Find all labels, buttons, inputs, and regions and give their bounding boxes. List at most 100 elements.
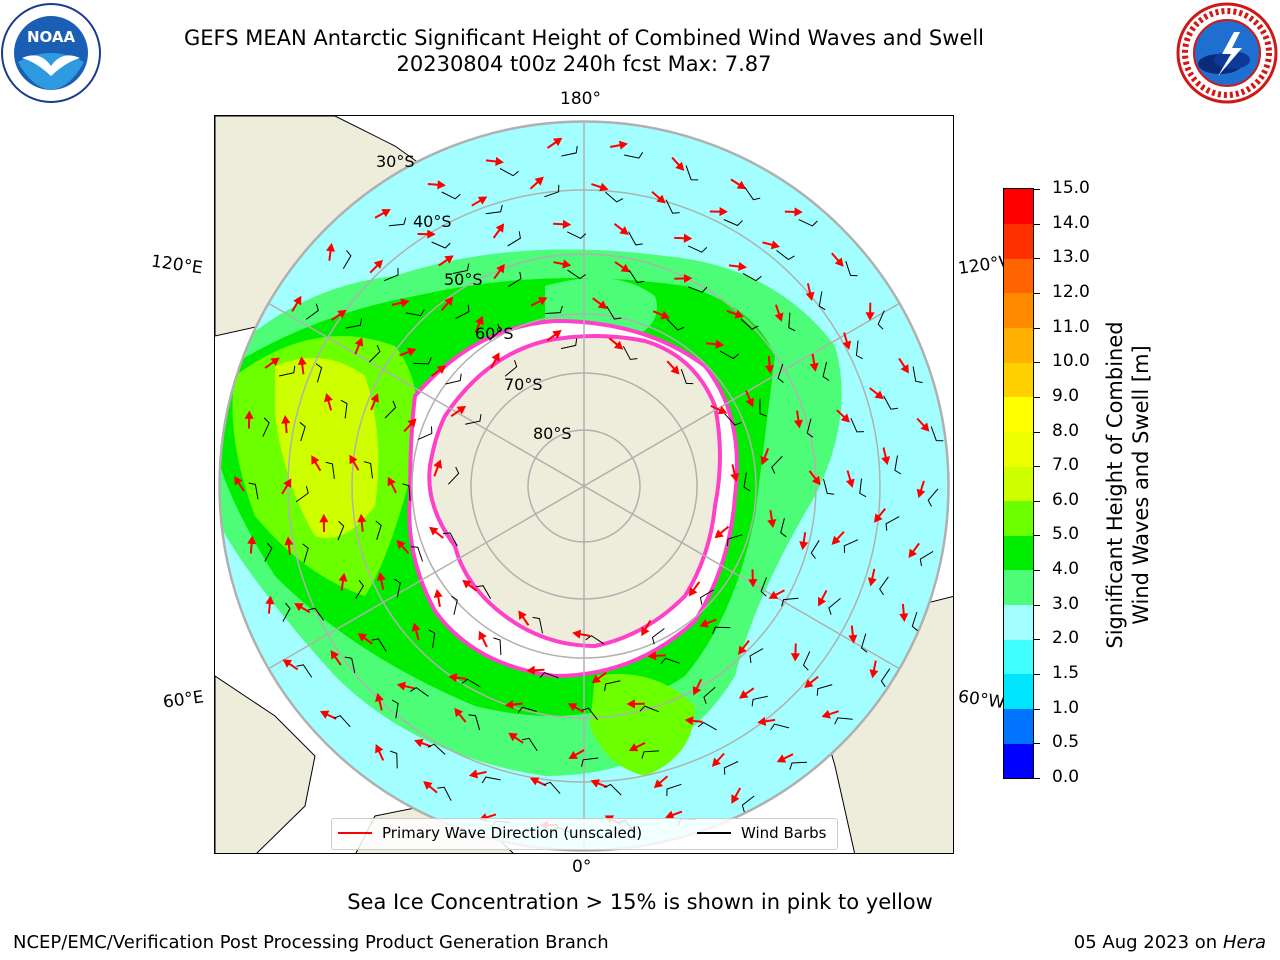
colorbar-tick: [1034, 743, 1040, 745]
lon-label-180: 180°: [560, 89, 601, 109]
wave-arrow-head: [647, 651, 657, 661]
wind-barb: [880, 668, 891, 688]
wave-arrow-head: [653, 779, 664, 789]
wind-barb: [777, 363, 784, 383]
wave-arrow-head: [804, 679, 814, 689]
wave-arrow-head: [831, 535, 841, 545]
wave-arrow-head: [534, 176, 544, 186]
wave-arrow-head: [745, 397, 754, 408]
wave-arrow-head: [357, 633, 368, 642]
colorbar-tick: [1034, 292, 1040, 294]
wave-arrow-head: [613, 340, 624, 350]
wave-arrow-head: [619, 226, 629, 235]
wave-arrow-head: [767, 519, 777, 529]
wind-barb: [749, 648, 764, 663]
wind-barb: [340, 399, 348, 419]
wind-barb: [299, 421, 306, 442]
wind-barb: [431, 241, 451, 249]
colorbar-tick: [1034, 362, 1040, 364]
wind-barb: [325, 461, 335, 479]
wave-arrow-head: [873, 513, 883, 523]
wind-barb: [628, 231, 643, 246]
wind-barb: [363, 461, 373, 479]
colorbar: [1003, 188, 1034, 779]
wave-arrow-head: [618, 140, 628, 150]
wind-barb: [697, 721, 717, 731]
colorbar-tick-label: 1.5: [1052, 663, 1080, 684]
wind-barb: [877, 310, 885, 330]
wave-arrow-head: [504, 700, 514, 710]
wind-barb: [262, 417, 270, 437]
wind-barb: [585, 635, 605, 645]
wave-arrow-head: [376, 571, 386, 582]
colorbar-tick-label: 0.0: [1052, 767, 1080, 787]
sea-ice-note: Sea Ice Concentration > 15% is shown in …: [347, 890, 933, 914]
wind-barb: [543, 781, 561, 794]
colorbar-segment: [1004, 396, 1033, 432]
wave-arrow-head: [244, 410, 254, 419]
wind-barb: [622, 345, 638, 360]
wind-barb: [665, 199, 680, 214]
wave-arrow-head: [433, 459, 443, 469]
lon-label-60e: 60°E: [161, 687, 206, 713]
wave-arrow-head: [799, 541, 809, 551]
wind-barb: [660, 657, 680, 664]
wave-arrow-head: [811, 475, 821, 486]
wind-barb: [447, 466, 460, 485]
noaa-logo: NOAA: [0, 2, 102, 104]
wind-barb: [810, 540, 820, 559]
colorbar-tick-label: 4.0: [1052, 559, 1080, 580]
wind-barb: [544, 184, 560, 198]
colorbar-segment: [1004, 292, 1033, 328]
wind-barb: [719, 350, 740, 360]
colorbar-tick-label: 5.0: [1052, 524, 1080, 545]
wind-barb: [437, 786, 452, 801]
wave-arrow-head: [692, 685, 702, 696]
colorbar-segment: [1004, 223, 1033, 259]
wave-arrow-head: [793, 419, 803, 429]
wind-barb: [296, 664, 313, 678]
wave-arrow-head: [660, 310, 670, 320]
wind-barb: [452, 263, 470, 274]
wind-barb: [883, 395, 898, 410]
wave-arrow-head: [562, 259, 572, 269]
colorbar-segment: [1004, 743, 1033, 779]
wind-barb: [342, 250, 352, 270]
wind-barb: [845, 261, 858, 277]
wave-arrow-head: [567, 703, 578, 712]
wind-barb: [532, 616, 543, 634]
wave-arrow-head: [234, 475, 243, 486]
wind-barb: [818, 291, 826, 311]
colorbar-tick: [1034, 570, 1040, 572]
wind-barb: [740, 318, 759, 330]
wind-barb: [402, 483, 411, 501]
wind-barb: [816, 684, 833, 696]
wind-barb: [742, 272, 762, 282]
wind-barb: [651, 628, 665, 645]
wave-arrow-head: [874, 390, 884, 400]
colorbar-tick-label: 2.0: [1052, 628, 1080, 649]
wind-barb: [605, 191, 624, 203]
lat-label-50s: 50°S: [444, 270, 483, 289]
wave-arrow-head: [433, 588, 443, 598]
wind-barb: [485, 204, 503, 215]
wave-arrow-head: [294, 603, 304, 612]
wind-barb: [581, 707, 599, 721]
wind-barb: [789, 761, 808, 770]
wind-barb: [561, 145, 578, 157]
host-name: Hera: [1222, 932, 1266, 953]
wind-barb: [723, 219, 743, 227]
colorbar-segment: [1004, 362, 1033, 398]
wave-arrow-head: [400, 298, 410, 308]
wind-barb: [930, 426, 944, 442]
wave-arrow-head: [468, 769, 479, 779]
wave-arrow-head: [495, 223, 505, 233]
wind-barb: [581, 757, 599, 767]
wave-arrow-head: [247, 535, 257, 545]
wave-arrow-head: [675, 161, 685, 171]
wave-arrow-head: [427, 229, 436, 239]
wave-arrow-head: [526, 665, 535, 675]
wave-arrow-head: [456, 405, 467, 415]
wave-arrow-head: [572, 629, 582, 639]
colorbar-tick-label: 8.0: [1052, 420, 1080, 441]
